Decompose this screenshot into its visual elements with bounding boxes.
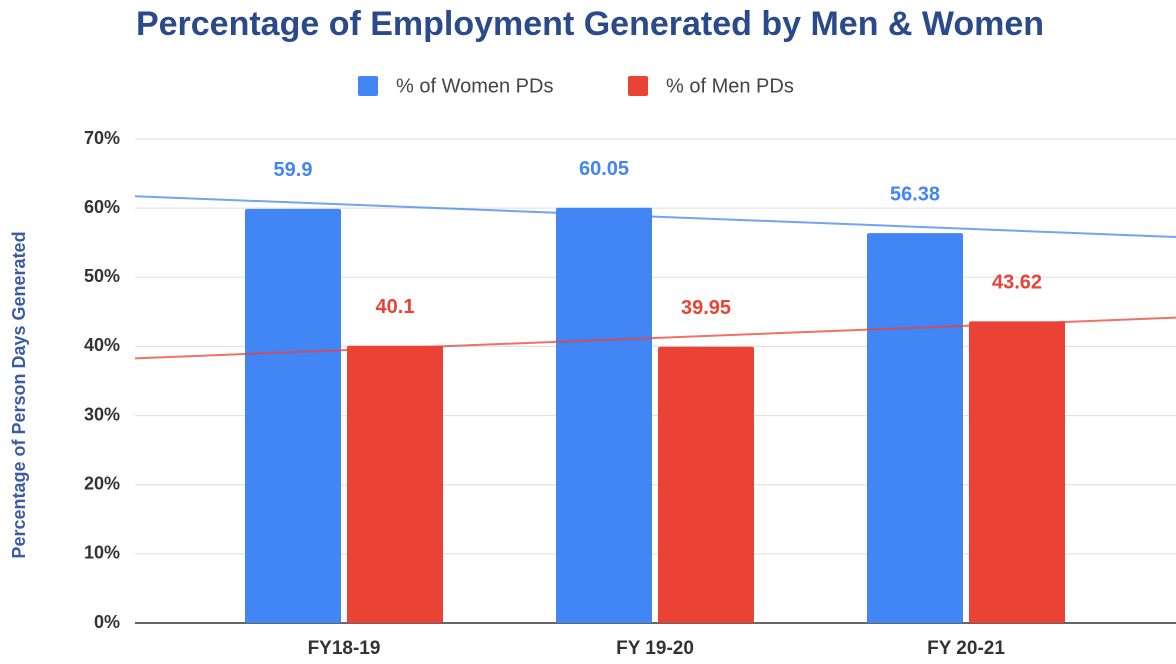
bar: [556, 207, 652, 623]
data-label: 40.1: [376, 296, 415, 318]
y-tick-label: 10%: [84, 543, 120, 563]
y-axis-label: Percentage of Person Days Generated: [9, 231, 29, 558]
bar: [245, 208, 341, 623]
chart-title: Percentage of Employment Generated by Me…: [136, 5, 1044, 43]
x-tick-label: FY 19-20: [616, 638, 694, 659]
y-tick-label: 50%: [84, 266, 120, 286]
data-label: 59.9: [274, 159, 313, 181]
legend-swatch: [358, 76, 378, 96]
x-tick-label: FY 20-21: [927, 638, 1005, 659]
bar: [658, 346, 754, 623]
x-tick-label: FY18-19: [308, 638, 381, 659]
bar: [347, 345, 443, 623]
data-label: 56.38: [890, 183, 940, 205]
data-label: 60.05: [579, 158, 629, 180]
y-tick-label: 20%: [84, 473, 120, 493]
y-tick-label: 0%: [94, 612, 120, 632]
y-tick-label: 40%: [84, 335, 120, 355]
legend-label: % of Women PDs: [396, 75, 553, 97]
y-tick-label: 30%: [84, 404, 120, 424]
trendline: [134, 316, 1176, 360]
y-tick-label: 60%: [84, 197, 120, 217]
bar: [867, 233, 963, 623]
data-label: 43.62: [992, 272, 1042, 294]
bar: [969, 321, 1065, 623]
legend-swatch: [628, 76, 648, 96]
trendline: [134, 195, 1176, 238]
data-label: 39.95: [681, 297, 731, 319]
y-tick-label: 70%: [84, 128, 120, 148]
legend-label: % of Men PDs: [666, 75, 794, 97]
